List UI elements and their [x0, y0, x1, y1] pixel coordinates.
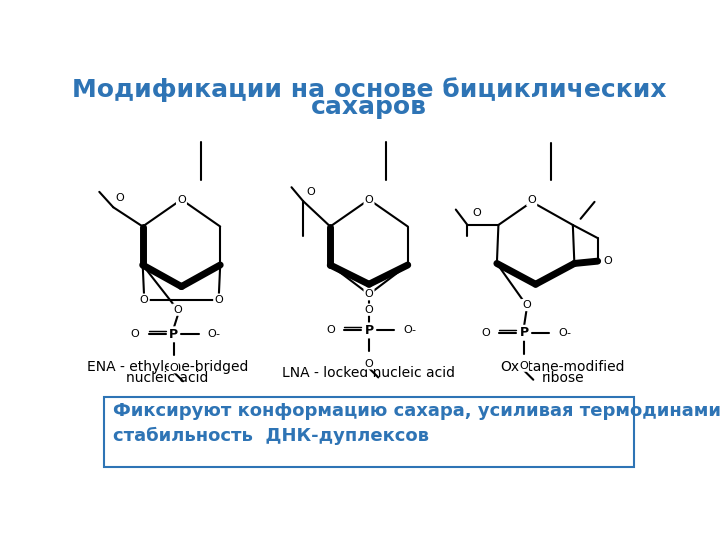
Text: O: O [527, 195, 536, 205]
Text: O: O [364, 305, 374, 315]
Text: Модификации на основе бициклических: Модификации на основе бициклических [72, 77, 666, 102]
FancyBboxPatch shape [104, 397, 634, 467]
Text: P: P [364, 324, 374, 337]
Text: сахаров: сахаров [311, 95, 427, 119]
Text: nucleic acid: nucleic acid [126, 371, 209, 385]
Text: O: O [520, 361, 528, 372]
Text: O: O [307, 187, 315, 197]
Text: O-: O- [403, 326, 416, 335]
Text: O: O [326, 326, 335, 335]
Text: O: O [169, 363, 178, 373]
Text: P: P [169, 328, 179, 341]
Text: O: O [140, 295, 148, 305]
Text: P: P [519, 326, 528, 339]
Text: O: O [115, 193, 124, 203]
Text: ribose: ribose [541, 371, 584, 385]
Text: O: O [364, 359, 374, 369]
Text: O-: O- [558, 328, 571, 338]
Text: O: O [604, 256, 613, 266]
Text: Фиксируют конформацию сахара, усиливая термодинамическую: Фиксируют конформацию сахара, усиливая т… [113, 402, 720, 420]
Text: O-: O- [208, 329, 221, 339]
Text: ENA - ethylene-bridged: ENA - ethylene-bridged [87, 360, 248, 374]
Text: O: O [481, 328, 490, 338]
Text: O: O [522, 300, 531, 310]
Text: O: O [364, 289, 374, 299]
Text: O: O [131, 329, 140, 339]
Text: Oxetane-modified: Oxetane-modified [500, 360, 625, 374]
Text: LNA - locked nucleic acid: LNA - locked nucleic acid [282, 366, 456, 380]
Text: O: O [174, 305, 182, 315]
Text: O: O [215, 295, 223, 305]
Text: стабильность  ДНК-дуплексов: стабильность ДНК-дуплексов [113, 427, 429, 445]
Text: O: O [472, 208, 481, 218]
Text: O: O [177, 194, 186, 205]
Text: O: O [364, 194, 374, 205]
